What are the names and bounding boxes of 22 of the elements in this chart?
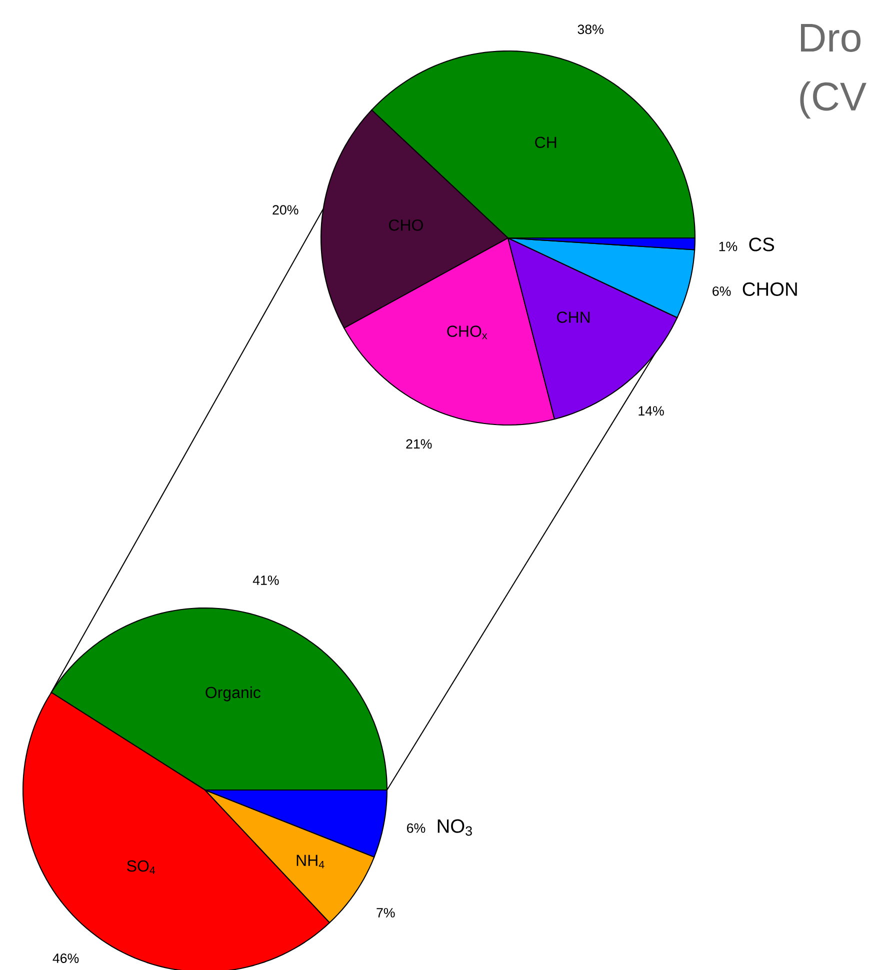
data-label: 6% [407, 823, 426, 833]
data-label: 38% [578, 24, 604, 34]
data-label: 20% [272, 205, 298, 215]
slice-label: Organic [206, 686, 260, 702]
slice-label: NO$_{3}$ [438, 819, 472, 836]
slice-label: CHON [742, 282, 797, 296]
text: (CV [800, 81, 866, 119]
data-label: 6% [712, 286, 731, 296]
slice-label: CH [535, 136, 556, 148]
data-label: 46% [52, 954, 79, 963]
slice-label: SO$_{4}$ [127, 860, 156, 874]
data-label: 14% [638, 406, 664, 416]
slice-label: CHO$_{x}$ [447, 326, 488, 340]
slice-label: CHO [388, 219, 423, 231]
data-label: 1% [719, 242, 738, 252]
slice-label: CS [749, 238, 774, 252]
slice-label: NH$_{4}$ [296, 854, 324, 868]
text: Dro [800, 24, 860, 52]
data-label: 21% [406, 439, 432, 449]
data-label: 41% [252, 576, 279, 585]
data-label: 7% [376, 908, 395, 918]
slice-label: CHN [557, 312, 590, 323]
